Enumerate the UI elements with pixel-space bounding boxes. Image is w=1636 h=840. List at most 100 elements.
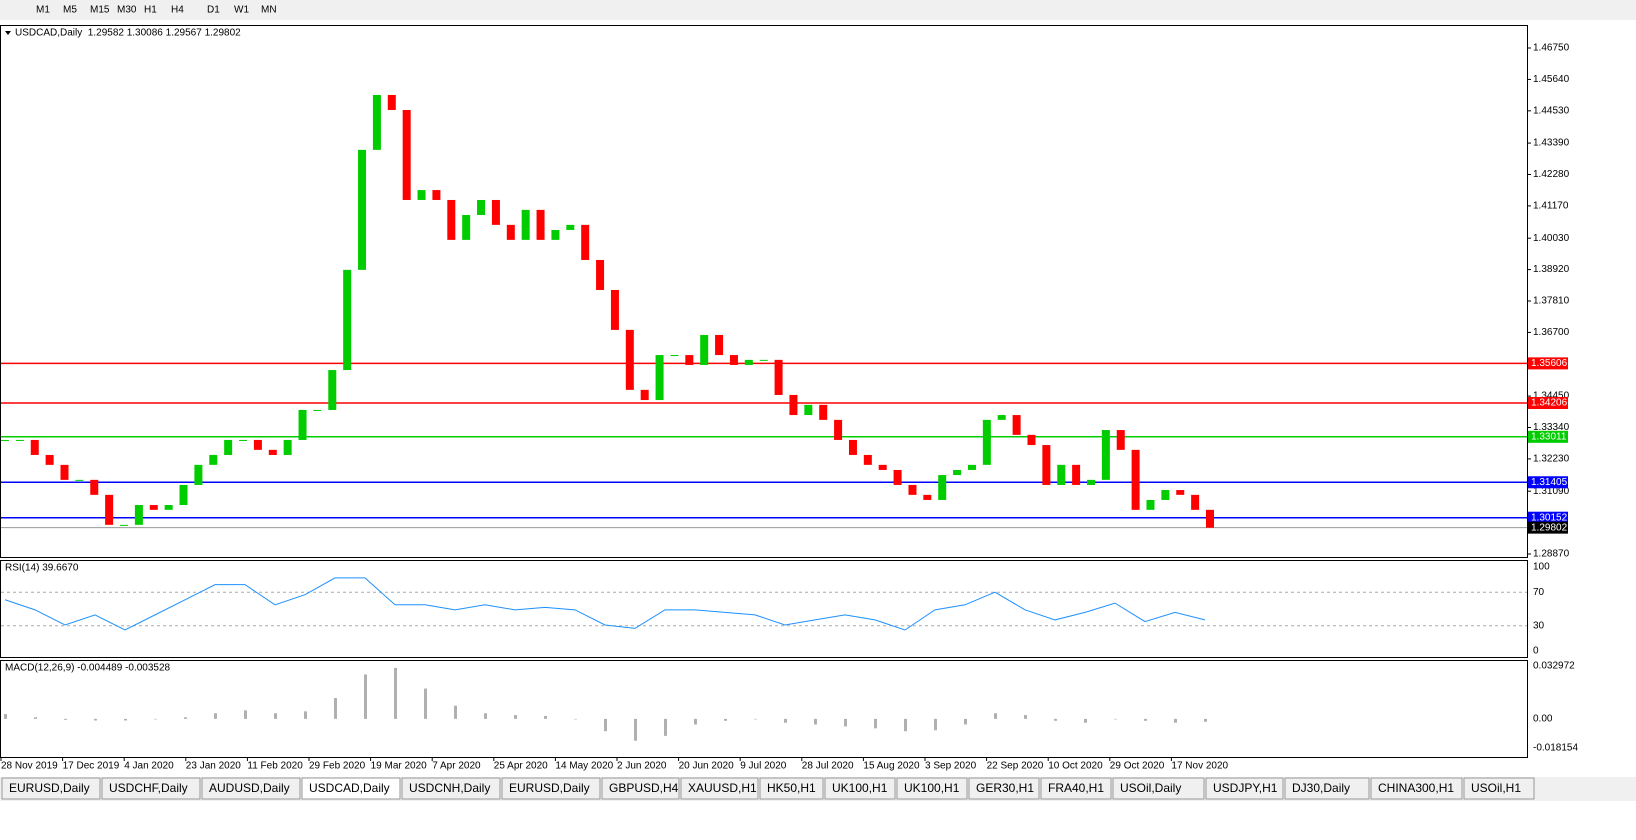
macd-bar <box>574 718 577 720</box>
tab[interactable] <box>896 777 968 800</box>
candle <box>625 329 634 390</box>
x-tick-label: 17 Dec 2019 <box>63 761 120 772</box>
timeframe-button[interactable]: M15 <box>90 5 110 16</box>
candle <box>15 439 24 441</box>
tab-label[interactable]: UK100,H1 <box>904 781 960 795</box>
x-tick-label: 28 Jul 2020 <box>802 761 854 772</box>
tab[interactable] <box>1463 777 1535 800</box>
candle <box>253 439 262 450</box>
timeframe-button[interactable]: D1 <box>207 5 220 16</box>
tab-label[interactable]: XAUUSD,H1 <box>688 781 757 795</box>
timeframe-button[interactable]: M5 <box>63 5 77 16</box>
rsi-line <box>4 577 1206 631</box>
y-tick-label: 1.40030 <box>1533 233 1570 244</box>
tab-label[interactable]: USDJPY,H1 <box>1213 781 1278 795</box>
y-tick-label: 1.36700 <box>1533 327 1570 338</box>
tab[interactable] <box>1370 777 1463 800</box>
candle <box>105 494 114 525</box>
candle <box>1101 430 1110 480</box>
macd-bar <box>304 711 307 719</box>
timeframe-button[interactable]: H4 <box>171 5 184 16</box>
candle <box>700 334 709 365</box>
tab[interactable] <box>601 777 680 800</box>
candle <box>1206 509 1214 528</box>
tab-label[interactable]: AUDUSD,Daily <box>209 781 290 795</box>
macd-bar <box>4 714 7 719</box>
tab-label[interactable]: USOil,Daily <box>1120 781 1181 795</box>
tab-label[interactable]: CHINA300,H1 <box>1378 781 1454 795</box>
tab[interactable] <box>824 777 896 800</box>
tab[interactable] <box>201 777 301 800</box>
level-tag <box>1528 357 1568 370</box>
current-price-tag <box>1528 521 1568 534</box>
tab-label[interactable]: USDCNH,Daily <box>409 781 490 795</box>
timeframe-button[interactable]: W1 <box>234 5 249 16</box>
timeframe-button[interactable]: M30 <box>117 5 137 16</box>
tab-label[interactable]: DJ30,Daily <box>1292 781 1350 795</box>
x-tick-label: 28 Nov 2019 <box>1 761 58 772</box>
tab-label[interactable]: FRA40,H1 <box>1048 781 1104 795</box>
candle <box>655 355 664 401</box>
candle <box>283 439 292 455</box>
candle <box>134 505 143 525</box>
tab-label[interactable]: USDCHF,Daily <box>109 781 188 795</box>
candle <box>60 464 69 480</box>
tab-label[interactable]: USOil,H1 <box>1471 781 1521 795</box>
candle <box>239 439 248 441</box>
y-tick-label: 1.33340 <box>1533 422 1570 433</box>
current-price-label: 1.29802 <box>1531 522 1568 533</box>
tab[interactable] <box>1040 777 1112 800</box>
macd-bar <box>784 718 787 723</box>
macd-pane <box>0 660 1528 758</box>
candle <box>1 439 9 441</box>
timeframe-button[interactable]: M1 <box>36 5 50 16</box>
candle <box>1161 490 1170 500</box>
tab-label[interactable]: GER30,H1 <box>976 781 1034 795</box>
chart-header: USDCAD,Daily 1.29582 1.30086 1.29567 1.2… <box>15 28 241 39</box>
tab[interactable] <box>1 777 101 800</box>
tab[interactable] <box>968 777 1040 800</box>
tab-label[interactable]: GBPUSD,H4 <box>609 781 679 795</box>
tab[interactable] <box>1112 777 1205 800</box>
tab[interactable] <box>680 777 759 800</box>
candle <box>1086 479 1095 485</box>
macd-bar <box>184 717 187 719</box>
timeframe-button[interactable]: H1 <box>144 5 157 16</box>
tab-label[interactable]: USDCAD,Daily <box>309 781 390 795</box>
candle <box>224 439 233 455</box>
macd-bar <box>244 710 247 719</box>
macd-bar <box>274 713 277 719</box>
tab[interactable] <box>501 777 601 800</box>
tab[interactable] <box>301 777 401 800</box>
tab[interactable] <box>401 777 501 800</box>
x-tick-label: 22 Sep 2020 <box>987 761 1044 772</box>
candle <box>1191 494 1200 510</box>
tab[interactable] <box>1284 777 1370 800</box>
candle <box>30 439 39 455</box>
rsi-tick-label: 70 <box>1533 587 1545 598</box>
macd-tick-label: -0.018154 <box>1533 743 1578 754</box>
candle <box>298 409 307 440</box>
macd-bar <box>1024 715 1027 719</box>
level-label: 1.31405 <box>1531 477 1568 488</box>
macd-tick-label: 0.00 <box>1533 714 1553 725</box>
timeframe-button[interactable]: MN <box>261 5 277 16</box>
macd-bar <box>484 713 487 719</box>
rsi-tick-label: 100 <box>1533 562 1550 573</box>
macd-bar <box>904 718 907 732</box>
level-label: 1.30152 <box>1531 512 1568 523</box>
macd-bar <box>364 674 367 719</box>
tab-label[interactable]: EURUSD,Daily <box>509 781 590 795</box>
macd-bar <box>874 718 877 729</box>
toolbar <box>0 0 1636 20</box>
x-tick-label: 17 Nov 2020 <box>1171 761 1228 772</box>
macd-bar <box>1144 718 1147 721</box>
tab[interactable] <box>101 777 201 800</box>
tab-label[interactable]: HK50,H1 <box>767 781 816 795</box>
tab-label[interactable]: EURUSD,Daily <box>9 781 90 795</box>
tab[interactable] <box>1205 777 1284 800</box>
candle <box>953 469 962 476</box>
x-tick-label: 3 Sep 2020 <box>925 761 977 772</box>
tab[interactable] <box>759 777 824 800</box>
tab-label[interactable]: UK100,H1 <box>832 781 888 795</box>
